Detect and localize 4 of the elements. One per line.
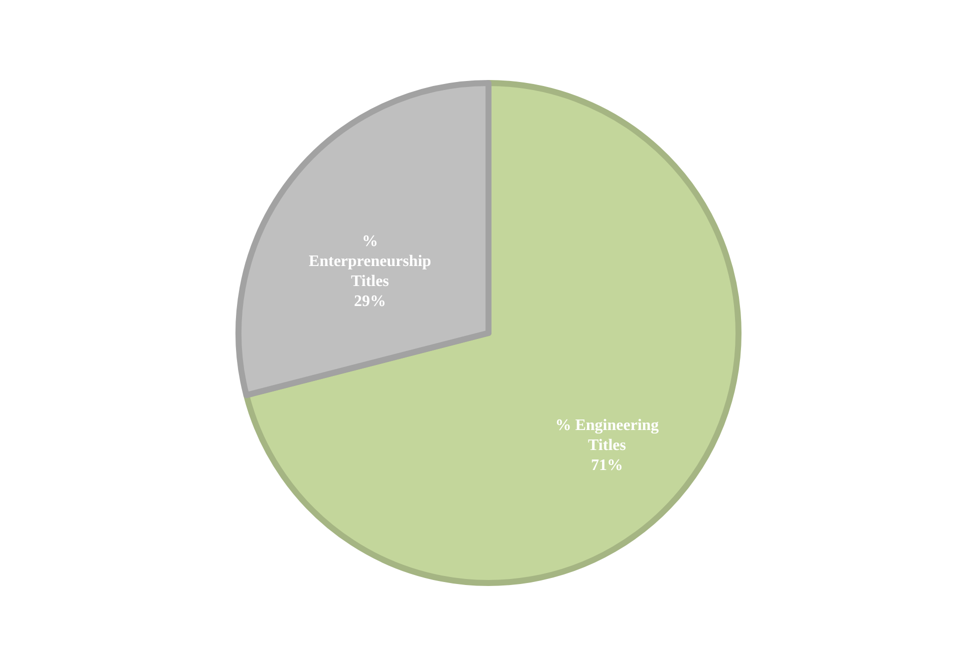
slice-label: % Enterpreneurship Titles [308, 233, 432, 290]
data-label: 71% [591, 456, 624, 474]
slice-label: % Engineering Titles [555, 416, 659, 454]
data-label: 29% [354, 293, 386, 310]
